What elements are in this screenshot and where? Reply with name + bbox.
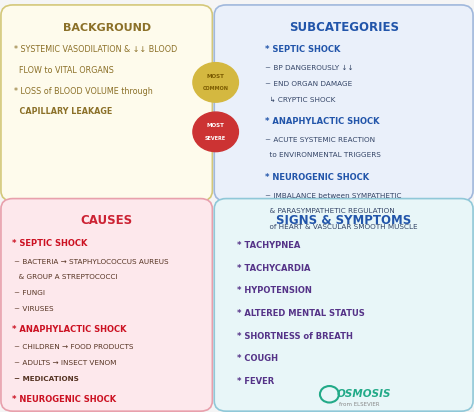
Text: ~ FUNGI: ~ FUNGI	[14, 290, 45, 296]
Text: ~ END ORGAN DAMAGE: ~ END ORGAN DAMAGE	[265, 81, 353, 87]
Text: * NEUROGENIC SHOCK: * NEUROGENIC SHOCK	[265, 173, 370, 182]
Text: * NEUROGENIC SHOCK: * NEUROGENIC SHOCK	[12, 395, 116, 404]
Text: ~ IMBALANCE between SYMPATHETIC: ~ IMBALANCE between SYMPATHETIC	[265, 193, 402, 199]
Text: FLOW to VITAL ORGANS: FLOW to VITAL ORGANS	[14, 66, 114, 75]
Text: CAPILLARY LEAKAGE: CAPILLARY LEAKAGE	[14, 107, 112, 116]
FancyBboxPatch shape	[1, 5, 212, 201]
Text: MOST: MOST	[207, 74, 225, 79]
Text: BACKGROUND: BACKGROUND	[63, 23, 151, 33]
Text: & PARASYMPATHETIC REGULATION: & PARASYMPATHETIC REGULATION	[265, 208, 395, 215]
Text: * SEPTIC SHOCK: * SEPTIC SHOCK	[265, 45, 341, 54]
Text: of HEART & VASCULAR SMOOTH MUSCLE: of HEART & VASCULAR SMOOTH MUSCLE	[265, 224, 418, 230]
Text: * LOSS of BLOOD VOLUME through: * LOSS of BLOOD VOLUME through	[14, 87, 153, 96]
FancyBboxPatch shape	[214, 5, 473, 201]
Text: MOST: MOST	[207, 123, 225, 128]
Text: * TACHYCARDIA: * TACHYCARDIA	[237, 264, 310, 273]
Text: * SYSTEMIC VASODILATION & ↓↓ BLOOD: * SYSTEMIC VASODILATION & ↓↓ BLOOD	[14, 45, 177, 54]
Text: SEVERE: SEVERE	[205, 136, 226, 140]
Circle shape	[193, 63, 238, 102]
Text: & GROUP A STREPTOCOCCI: & GROUP A STREPTOCOCCI	[14, 274, 118, 281]
Text: * ANAPHYLACTIC SHOCK: * ANAPHYLACTIC SHOCK	[265, 117, 380, 126]
Text: * ANAPHYLACTIC SHOCK: * ANAPHYLACTIC SHOCK	[12, 325, 127, 334]
Text: OSMOSIS: OSMOSIS	[337, 389, 391, 399]
Text: ~ BP DANGEROUSLY ↓↓: ~ BP DANGEROUSLY ↓↓	[265, 65, 354, 71]
Text: * TACHYPNEA: * TACHYPNEA	[237, 241, 301, 250]
Text: SUBCATEGORIES: SUBCATEGORIES	[289, 21, 399, 34]
Text: ↳ CRYPTIC SHOCK: ↳ CRYPTIC SHOCK	[265, 96, 336, 103]
Text: ~ ADULTS → INSECT VENOM: ~ ADULTS → INSECT VENOM	[14, 360, 117, 366]
Text: SIGNS & SYMPTOMS: SIGNS & SYMPTOMS	[276, 214, 411, 227]
Text: ~ ACUTE SYSTEMIC REACTION: ~ ACUTE SYSTEMIC REACTION	[265, 137, 375, 143]
Text: ~ CHILDREN → FOOD PRODUCTS: ~ CHILDREN → FOOD PRODUCTS	[14, 344, 134, 351]
Circle shape	[193, 112, 238, 152]
Text: * SHORTNESS of BREATH: * SHORTNESS of BREATH	[237, 332, 353, 341]
FancyBboxPatch shape	[1, 199, 212, 411]
Text: from ELSEVIER: from ELSEVIER	[339, 403, 379, 407]
Text: to ENVIRONMENTAL TRIGGERS: to ENVIRONMENTAL TRIGGERS	[265, 152, 381, 159]
Text: ~ VIRUSES: ~ VIRUSES	[14, 306, 54, 312]
FancyBboxPatch shape	[214, 199, 473, 411]
Text: COMMON: COMMON	[203, 86, 228, 91]
Text: ~ MEDICATIONS: ~ MEDICATIONS	[14, 376, 79, 382]
Text: * COUGH: * COUGH	[237, 354, 278, 363]
Text: ~ BACTERIA → STAPHYLOCOCCUS AUREUS: ~ BACTERIA → STAPHYLOCOCCUS AUREUS	[14, 259, 169, 265]
Text: * SEPTIC SHOCK: * SEPTIC SHOCK	[12, 239, 87, 248]
Text: CAUSES: CAUSES	[81, 214, 133, 227]
Text: * FEVER: * FEVER	[237, 377, 274, 386]
Text: * HYPOTENSION: * HYPOTENSION	[237, 286, 312, 295]
Text: * ALTERED MENTAL STATUS: * ALTERED MENTAL STATUS	[237, 309, 365, 318]
